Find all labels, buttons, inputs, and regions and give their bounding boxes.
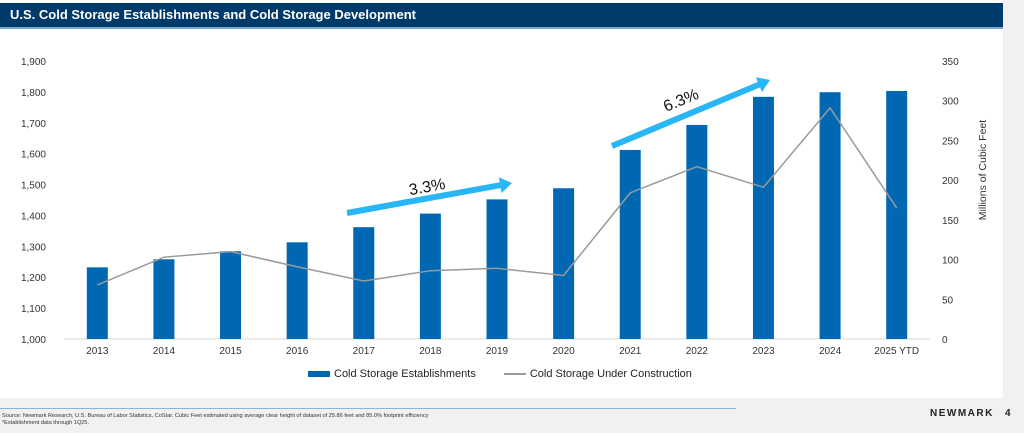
left-axis-tick-label: 1,600 bbox=[21, 150, 46, 161]
line-series bbox=[97, 106, 898, 286]
right-axis-tick-label: 100 bbox=[942, 256, 959, 267]
title-bar: U.S. Cold Storage Establishments and Col… bbox=[0, 3, 1003, 29]
x-axis-tick-label: 2020 bbox=[552, 346, 575, 357]
bar-2018 bbox=[419, 213, 441, 339]
x-axis-tick-label: 2024 bbox=[819, 346, 842, 357]
legend-label-construction: Cold Storage Under Construction bbox=[529, 368, 692, 380]
source-line-2: *Establishment data through 1Q25. bbox=[2, 420, 90, 426]
bar-2025-ytd bbox=[886, 90, 908, 339]
legend-label-establishments: Cold Storage Establishments bbox=[334, 368, 476, 380]
left-axis-tick-label: 1,700 bbox=[21, 119, 46, 130]
bar-2016 bbox=[286, 242, 308, 339]
legend: Cold Storage Establishments Cold Storage… bbox=[308, 368, 720, 380]
left-axis-tick-label: 1,800 bbox=[21, 88, 46, 99]
source-note: Source: Newmark Research, U.S. Bureau of… bbox=[2, 413, 429, 427]
brand-logo: NEWMARK bbox=[930, 408, 994, 419]
legend-item-establishments: Cold Storage Establishments bbox=[308, 368, 476, 380]
chart-title: U.S. Cold Storage Establishments and Col… bbox=[10, 7, 416, 22]
right-axis-title: Millions of Cubic Feet bbox=[977, 120, 989, 220]
bars-series bbox=[86, 90, 908, 339]
right-axis-ticks: 0 50 100 150 200 250 300 350 bbox=[942, 57, 959, 346]
x-axis-tick-label: 2014 bbox=[153, 346, 176, 357]
x-axis-tick-label: 2017 bbox=[353, 346, 376, 357]
right-axis-tick-label: 350 bbox=[942, 57, 959, 68]
left-axis-tick-label: 1,100 bbox=[21, 304, 46, 315]
chart: 1,000 1,100 1,200 1,300 1,400 1,500 1,600 1,700… bbox=[21, 57, 989, 357]
left-axis-ticks: 1,000 1,100 1,200 1,300 1,400 1,500 1,600 1,700… bbox=[21, 57, 46, 346]
left-axis-tick-label: 1,000 bbox=[21, 335, 46, 346]
left-axis-tick-label: 1,200 bbox=[21, 273, 46, 284]
left-axis-tick-label: 1,500 bbox=[21, 181, 46, 192]
bar-2019 bbox=[486, 199, 508, 339]
x-axis-tick-label: 2016 bbox=[286, 346, 309, 357]
right-axis-tick-label: 0 bbox=[942, 335, 948, 346]
x-axis-ticks: 2013 2014 2015 2016 2017 2018 2019 2020 2021 2022… bbox=[86, 346, 919, 357]
right-axis-tick-label: 300 bbox=[942, 97, 959, 108]
right-axis-tick-label: 250 bbox=[942, 136, 959, 147]
bar-2017 bbox=[353, 227, 375, 339]
bar-2020 bbox=[553, 188, 575, 339]
legend-swatch-bar bbox=[308, 371, 330, 377]
left-axis-tick-label: 1,900 bbox=[21, 57, 46, 68]
x-axis-tick-label: 2023 bbox=[752, 346, 775, 357]
x-axis-tick-label: 2021 bbox=[619, 346, 642, 357]
bar-2014 bbox=[153, 259, 175, 339]
legend-item-construction: Cold Storage Under Construction bbox=[503, 368, 692, 380]
x-axis-tick-label: 2022 bbox=[686, 346, 709, 357]
right-axis-tick-label: 150 bbox=[942, 216, 959, 227]
right-axis-tick-label: 200 bbox=[942, 176, 959, 187]
growth-annotations: 3.3%6.3% bbox=[346, 77, 770, 216]
source-line-1: Source: Newmark Research, U.S. Bureau of… bbox=[2, 413, 429, 419]
legend-swatch-line bbox=[503, 373, 526, 375]
x-axis-tick-label: 2018 bbox=[419, 346, 442, 357]
x-axis-tick-label: 2013 bbox=[86, 346, 109, 357]
x-axis-tick-label: 2015 bbox=[219, 346, 242, 357]
left-axis-tick-label: 1,400 bbox=[21, 211, 46, 222]
bar-2024 bbox=[819, 92, 841, 339]
footer-divider bbox=[0, 408, 736, 409]
bar-2021 bbox=[619, 149, 641, 339]
x-axis-tick-label: 2019 bbox=[486, 346, 509, 357]
bar-2013 bbox=[86, 267, 108, 339]
left-axis-tick-label: 1,300 bbox=[21, 242, 46, 253]
growth-label-1: 3.3% bbox=[408, 176, 447, 199]
growth-arrow-1 bbox=[346, 177, 512, 216]
growth-arrow-2 bbox=[610, 77, 770, 149]
bar-2015 bbox=[220, 251, 242, 339]
bar-2022 bbox=[686, 124, 708, 339]
x-axis-tick-label: 2025 YTD bbox=[874, 346, 919, 357]
right-axis-tick-label: 50 bbox=[942, 295, 954, 306]
page-number: 4 bbox=[1005, 408, 1011, 419]
bar-2023 bbox=[752, 96, 774, 339]
